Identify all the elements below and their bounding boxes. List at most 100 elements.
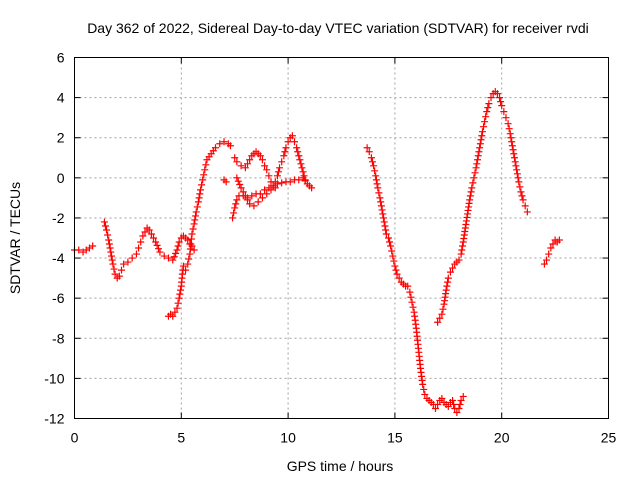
data-point <box>373 180 381 188</box>
data-point <box>124 258 132 266</box>
data-point <box>137 238 145 246</box>
x-tick-labels: 0 5 10 15 20 25 <box>71 430 617 446</box>
data-point <box>177 286 185 294</box>
data-point <box>500 108 508 116</box>
data-point <box>409 303 417 311</box>
data-point <box>436 314 444 322</box>
data-point <box>443 282 451 290</box>
data-point <box>513 170 521 178</box>
data-point <box>300 172 308 180</box>
data-point <box>377 198 385 206</box>
data-point <box>380 214 388 222</box>
data-point <box>229 214 237 222</box>
data-point <box>190 246 198 254</box>
y-tick-label: -10 <box>44 370 64 386</box>
y-tick-label: -6 <box>52 290 65 306</box>
data-point <box>298 164 306 172</box>
data-point <box>517 188 525 196</box>
data-point <box>509 146 517 154</box>
data-point <box>265 172 273 180</box>
data-point <box>459 392 467 400</box>
data-point <box>449 396 457 404</box>
data-point <box>480 123 488 131</box>
data-point <box>197 186 205 194</box>
data-point <box>103 226 111 234</box>
data-point <box>381 222 389 230</box>
data-point <box>395 274 403 282</box>
data-point <box>150 234 158 242</box>
data-point <box>188 230 196 238</box>
data-point <box>391 262 399 270</box>
data-point <box>370 162 378 170</box>
data-point <box>456 400 464 408</box>
data-point <box>184 260 192 268</box>
data-point <box>434 318 442 326</box>
data-point <box>547 244 555 252</box>
data-point <box>108 256 116 264</box>
data-point <box>406 288 414 296</box>
data-point <box>175 294 183 302</box>
data-point <box>105 240 113 248</box>
data-point <box>153 241 161 249</box>
data-point <box>132 250 140 258</box>
data-point <box>487 94 495 102</box>
data-point <box>512 162 520 170</box>
y-axis-label: SDTVAR / TECUs <box>7 182 23 294</box>
data-point <box>244 160 252 168</box>
data-point <box>543 256 551 264</box>
data-point <box>457 396 465 404</box>
data-point <box>420 385 428 393</box>
data-point <box>377 202 385 210</box>
y-tick-label: -12 <box>44 411 64 427</box>
data-point <box>104 231 112 239</box>
data-point <box>444 274 452 282</box>
data-point <box>301 176 309 184</box>
data-point <box>481 118 489 126</box>
data-point <box>455 256 463 264</box>
data-point <box>375 189 383 197</box>
data-point <box>169 256 177 264</box>
data-point <box>175 238 183 246</box>
data-point <box>472 164 480 172</box>
data-point <box>404 282 412 290</box>
data-point <box>139 232 147 240</box>
data-point <box>382 230 390 238</box>
data-point <box>273 172 281 180</box>
data-point <box>282 144 290 152</box>
data-point <box>368 158 376 166</box>
data-point <box>241 164 249 172</box>
data-point <box>200 171 208 179</box>
x-tick-label: 10 <box>280 430 296 446</box>
data-point <box>297 160 305 168</box>
data-point <box>286 178 294 186</box>
data-point <box>493 90 501 98</box>
data-point <box>246 156 254 164</box>
data-point <box>258 194 266 202</box>
data-point <box>474 152 482 160</box>
data-point <box>230 209 238 217</box>
data-point <box>147 230 155 238</box>
data-point <box>470 174 478 182</box>
data-point <box>475 148 483 156</box>
data-point <box>407 293 415 301</box>
data-point <box>393 270 401 278</box>
data-point <box>496 94 504 102</box>
data-point <box>555 236 563 244</box>
data-point <box>392 266 400 274</box>
data-point <box>236 181 244 189</box>
data-point <box>176 290 184 298</box>
data-point <box>271 178 279 186</box>
data-point <box>545 250 553 258</box>
data-point <box>295 176 303 184</box>
data-point <box>455 404 463 412</box>
data-point <box>284 138 292 146</box>
data-point <box>291 138 299 146</box>
data-point <box>152 238 160 246</box>
data-point <box>248 192 256 200</box>
data-point <box>523 208 531 216</box>
data-point <box>192 212 200 220</box>
data-point <box>483 108 491 116</box>
data-point <box>469 179 477 187</box>
data-point <box>449 264 457 272</box>
